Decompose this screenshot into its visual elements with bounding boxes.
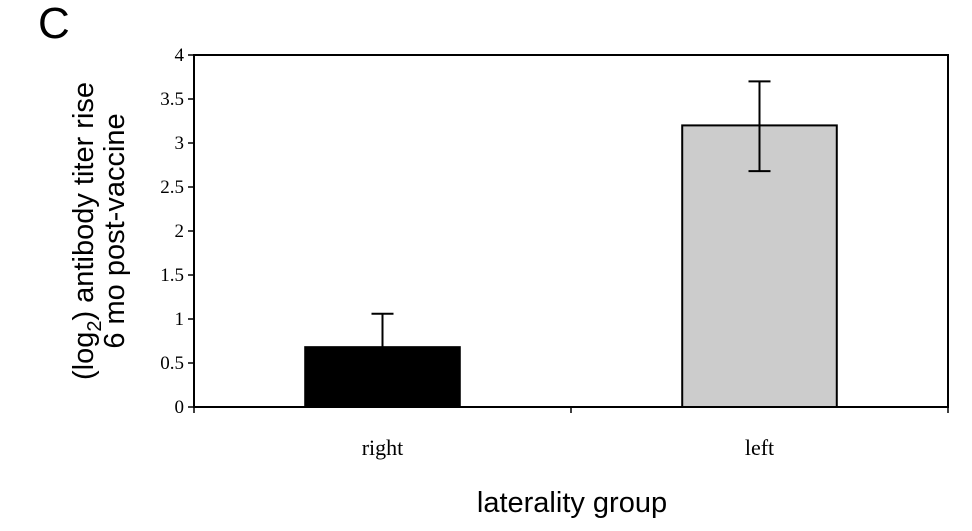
y-tick-label: 1.5 <box>160 265 184 286</box>
y-axis-title: (log2) antibody titer rise 6 mo post-vac… <box>68 82 131 380</box>
error-bars-group <box>371 80 771 348</box>
y-tick-label: 0 <box>175 397 185 418</box>
y-tick-label: 3 <box>175 133 185 154</box>
y-tick-label: 3.5 <box>160 89 184 110</box>
y-tick-label: 2 <box>175 221 185 242</box>
panel-label: C <box>38 0 70 48</box>
y-axis-title-line1: (log2) antibody titer rise <box>68 82 106 380</box>
y-axis-title-pre: (log <box>68 332 100 380</box>
y-axis-ticks: 0 0.5 1 1.5 2 2.5 3 3.5 4 <box>160 45 194 418</box>
category-labels: right left <box>362 435 774 460</box>
y-axis-title-post: ) antibody titer rise <box>68 82 100 321</box>
x-axis-ticks <box>193 407 949 413</box>
bars-group <box>304 124 838 409</box>
y-tick-label: 1 <box>175 309 185 330</box>
x-axis-title: laterality group <box>477 487 667 519</box>
x-category-label: right <box>362 435 404 460</box>
x-category-label: left <box>745 435 774 460</box>
y-tick-label: 0.5 <box>160 353 184 374</box>
y-axis-title-line2: 6 mo post-vaccine <box>99 113 131 348</box>
bar-right <box>304 346 461 409</box>
bar-left <box>681 124 838 409</box>
y-axis-title-subscript: 2 <box>84 321 106 332</box>
y-tick-label: 4 <box>175 45 185 66</box>
y-tick-label: 2.5 <box>160 177 184 198</box>
